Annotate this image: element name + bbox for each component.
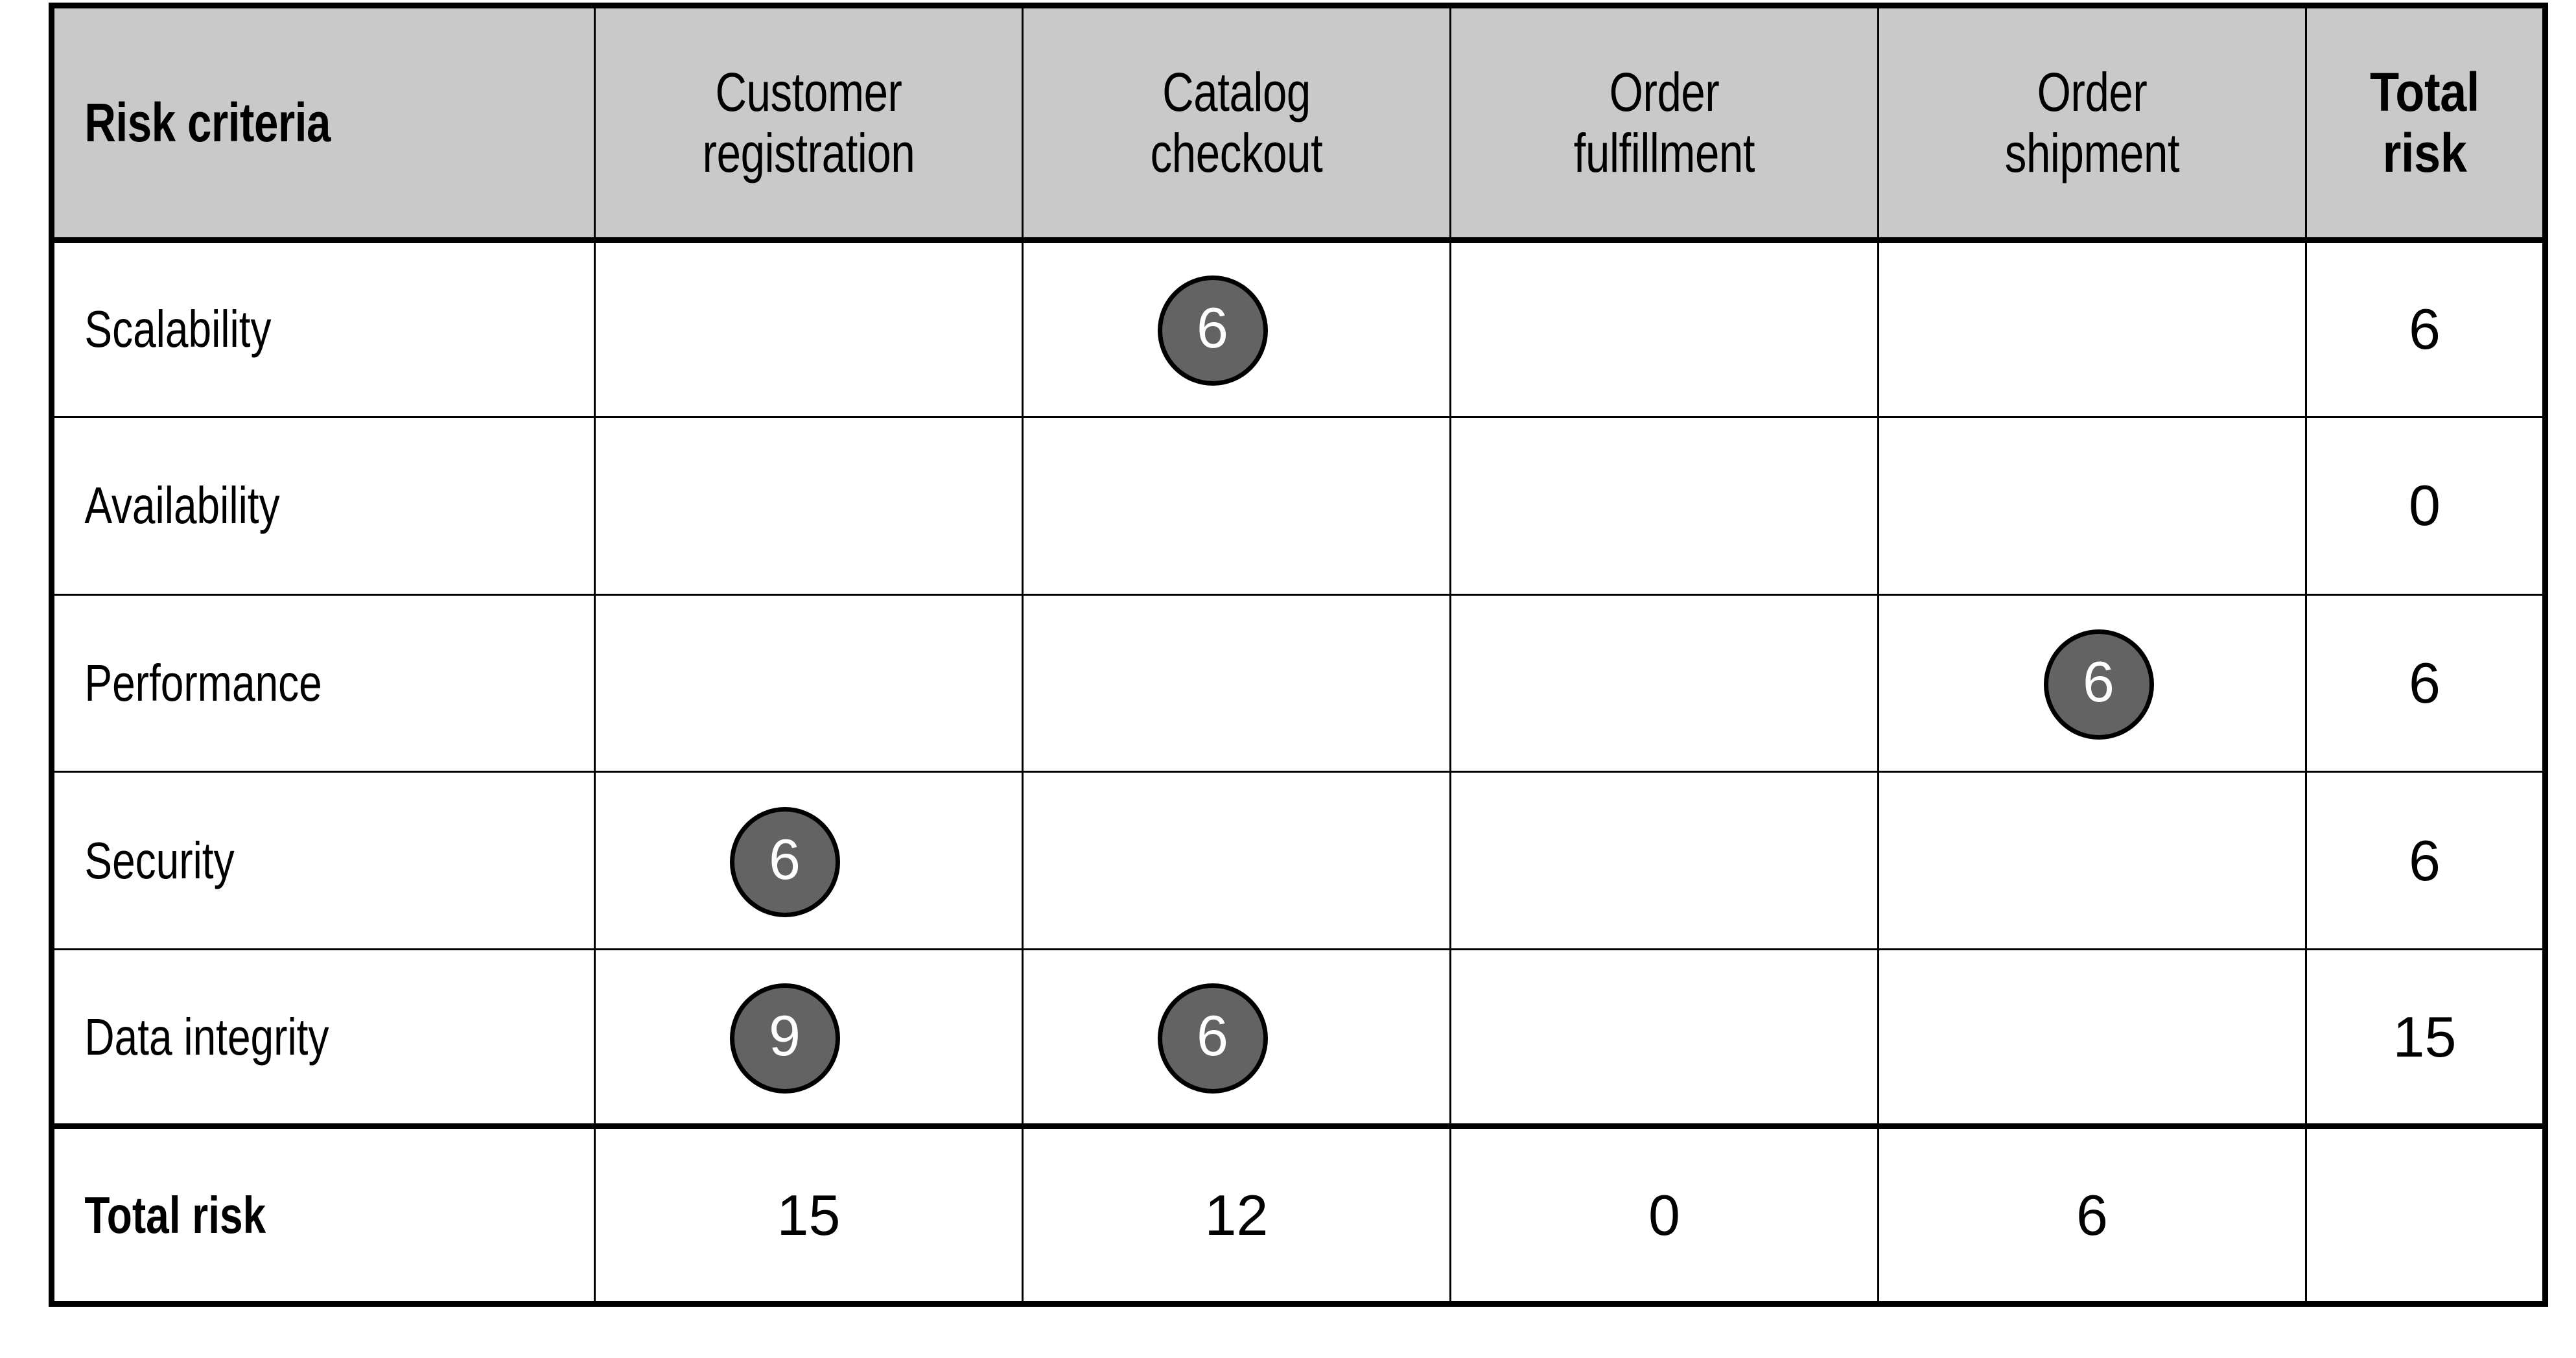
row-label-security: Security xyxy=(84,831,235,889)
cell-security-total: 6 xyxy=(2305,771,2546,950)
header-cell-criteria: Risk criteria xyxy=(51,5,596,243)
table-row: Availability 0 xyxy=(51,416,2546,596)
row-label-cell-total-risk: Total risk xyxy=(51,1123,596,1307)
row-label-cell-data-integrity: Data integrity xyxy=(51,948,596,1128)
cell-data-integrity-fulfillment xyxy=(1449,948,1879,1128)
cell-data-integrity-checkout: 6 xyxy=(1022,948,1451,1128)
row-label-availability: Availability xyxy=(84,476,280,535)
cell-data-integrity-registration: 9 xyxy=(594,948,1024,1128)
badge-holder: 6 xyxy=(1879,596,2305,771)
badge-holder: 9 xyxy=(596,950,1022,1124)
header-label-checkout-line2: checkout xyxy=(1150,123,1323,184)
cell-availability-total: 0 xyxy=(2305,416,2546,596)
risk-score-value: 6 xyxy=(2083,650,2114,714)
cell-performance-fulfillment xyxy=(1449,593,1879,773)
table-row: Data integrity 9 6 xyxy=(51,948,2546,1128)
risk-score-value: 6 xyxy=(769,826,801,891)
header-label-criteria: Risk criteria xyxy=(84,92,331,154)
header-cell-order-fulfillment: Order fulfillment xyxy=(1449,5,1879,243)
row-label-scalability: Scalability xyxy=(84,300,272,358)
risk-score-value: 9 xyxy=(769,1003,801,1068)
badge-holder: 6 xyxy=(1024,950,1449,1124)
badge-holder: 6 xyxy=(1024,243,1449,417)
row-total-value: 15 xyxy=(2393,1004,2457,1069)
cell-security-checkout xyxy=(1022,771,1451,950)
header-label-shipment-line1: Order xyxy=(2037,62,2148,123)
cell-availability-fulfillment xyxy=(1449,416,1879,596)
header-cell-total-risk: Total risk xyxy=(2305,5,2546,243)
header-label-shipment-line2: shipment xyxy=(2004,123,2180,184)
table-header-row: Risk criteria Customer registration Cata… xyxy=(51,5,2546,243)
cell-total-registration: 15 xyxy=(594,1123,1024,1307)
header-cell-order-shipment: Order shipment xyxy=(1877,5,2307,243)
risk-score-badge: 6 xyxy=(2043,629,2154,740)
header-label-checkout-line1: Catalog xyxy=(1162,62,1311,123)
risk-score-badge: 6 xyxy=(1157,275,1268,386)
cell-scalability-registration xyxy=(594,239,1024,419)
cell-performance-total: 6 xyxy=(2305,593,2546,773)
cell-scalability-shipment xyxy=(1877,239,2307,419)
table-row: Security 6 6 xyxy=(51,771,2546,950)
risk-score-value: 6 xyxy=(1197,1003,1228,1068)
row-total-value: 6 xyxy=(2409,297,2441,362)
row-total-value: 6 xyxy=(2409,828,2441,893)
badge-holder: 6 xyxy=(596,773,1022,948)
cell-availability-shipment xyxy=(1877,416,2307,596)
cell-total-checkout: 12 xyxy=(1022,1123,1451,1307)
row-label-cell-performance: Performance xyxy=(51,593,596,773)
column-total-value: 12 xyxy=(1204,1182,1269,1247)
header-label-fulfillment-line1: Order xyxy=(1609,62,1720,123)
cell-security-shipment xyxy=(1877,771,2307,950)
cell-scalability-checkout: 6 xyxy=(1022,239,1451,419)
risk-score-badge: 9 xyxy=(729,983,840,1094)
header-label-registration-line1: Customer xyxy=(715,62,902,123)
cell-availability-checkout xyxy=(1022,416,1451,596)
row-label-cell-availability: Availability xyxy=(51,416,596,596)
row-label-total-risk: Total risk xyxy=(84,1186,266,1244)
column-total-value: 15 xyxy=(777,1182,841,1247)
column-total-value: 6 xyxy=(2076,1182,2108,1247)
row-label-data-integrity: Data integrity xyxy=(84,1007,329,1066)
header-label-total-line2: risk xyxy=(2382,123,2467,184)
table-totals-row: Total risk 15 12 0 6 xyxy=(51,1123,2546,1307)
table-row: Performance 6 6 xyxy=(51,593,2546,773)
row-label-cell-scalability: Scalability xyxy=(51,239,596,419)
risk-matrix-container: Risk criteria Customer registration Cata… xyxy=(49,3,2548,1307)
cell-security-registration: 6 xyxy=(594,771,1024,950)
cell-total-grand xyxy=(2305,1123,2546,1307)
header-cell-customer-registration: Customer registration xyxy=(594,5,1024,243)
cell-security-fulfillment xyxy=(1449,771,1879,950)
cell-scalability-total: 6 xyxy=(2305,239,2546,419)
cell-data-integrity-shipment xyxy=(1877,948,2307,1128)
header-label-registration-line2: registration xyxy=(702,123,915,184)
header-label-fulfillment-line2: fulfillment xyxy=(1573,123,1755,184)
risk-score-badge: 6 xyxy=(729,806,840,917)
cell-availability-registration xyxy=(594,416,1024,596)
cell-performance-registration xyxy=(594,593,1024,773)
cell-total-fulfillment: 0 xyxy=(1449,1123,1879,1307)
risk-score-value: 6 xyxy=(1197,296,1228,360)
row-label-performance: Performance xyxy=(84,654,322,712)
cell-performance-shipment: 6 xyxy=(1877,593,2307,773)
header-label-total-line1: Total xyxy=(2370,62,2479,123)
row-label-cell-security: Security xyxy=(51,771,596,950)
risk-matrix-table: Risk criteria Customer registration Cata… xyxy=(49,3,2548,1307)
risk-score-badge: 6 xyxy=(1157,983,1268,1094)
header-cell-catalog-checkout: Catalog checkout xyxy=(1022,5,1451,243)
cell-performance-checkout xyxy=(1022,593,1451,773)
row-total-value: 0 xyxy=(2409,473,2441,538)
cell-data-integrity-total: 15 xyxy=(2305,948,2546,1128)
row-total-value: 6 xyxy=(2409,651,2441,715)
cell-total-shipment: 6 xyxy=(1877,1123,2307,1307)
cell-scalability-fulfillment xyxy=(1449,239,1879,419)
column-total-value: 0 xyxy=(1648,1182,1680,1247)
table-row: Scalability 6 6 xyxy=(51,239,2546,419)
